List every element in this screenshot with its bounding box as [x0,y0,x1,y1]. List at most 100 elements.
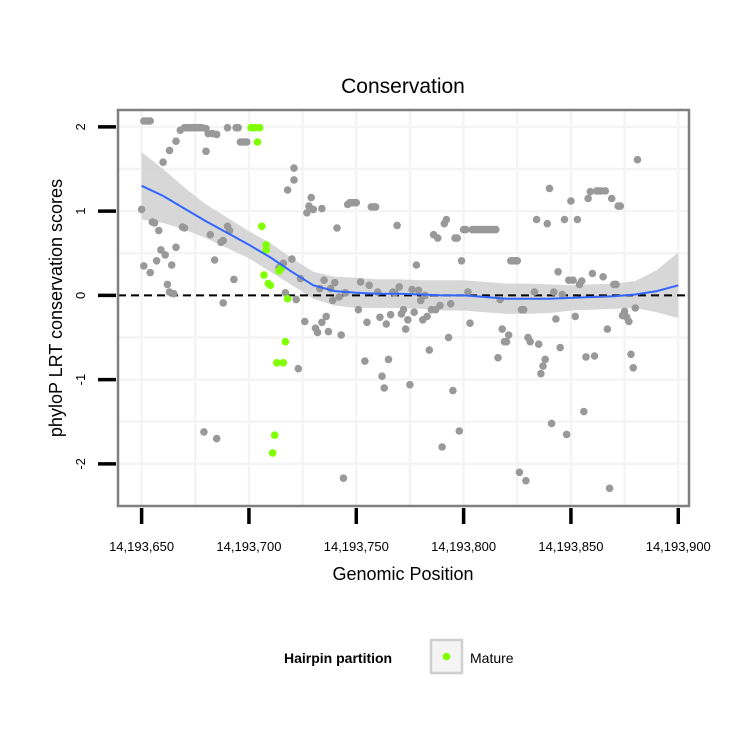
data-point-mature [266,281,275,290]
data-point-other [356,278,365,286]
data-point-other [416,296,425,305]
legend-title: Hairpin partition [284,650,392,666]
data-point-other [152,257,161,265]
data-point-mature [273,359,281,367]
x-tick-label: 14,193,650 [109,539,174,554]
data-point-other [539,362,547,370]
x-tick-label: 14,193,750 [324,539,389,554]
data-point-other [337,331,346,339]
data-point-other [219,299,227,307]
data-point-other [172,243,180,252]
data-point-other [599,273,607,281]
data-point-mature [253,138,262,146]
data-point-other [146,117,154,125]
data-point-other [161,251,169,259]
data-point-other [292,295,301,304]
data-point-other [172,137,180,145]
data-point-mature [281,337,290,346]
data-point-other [582,353,590,361]
data-point-mature [270,431,279,440]
data-point-other [586,187,595,196]
data-point-other [573,215,582,224]
data-point-other [301,317,309,326]
y-axis: -2 -1 0 1 2 [73,123,116,470]
data-point-other [562,430,571,439]
data-point-other [449,386,457,395]
data-point-other [167,261,176,269]
data-point-other [414,286,423,295]
data-point-other [150,219,159,227]
data-point-other [386,310,395,319]
data-point-other [412,261,421,269]
data-point-other [558,290,567,299]
data-point-other [438,443,446,451]
data-point-other [313,328,322,337]
data-point-other [455,427,464,435]
data-point-other [352,198,361,207]
data-point-other [590,352,599,360]
data-point-other [320,276,328,285]
data-point-mature [260,271,268,279]
data-point-other [462,225,470,234]
y-tick-label: -2 [73,458,88,470]
data-point-mature [258,222,266,231]
y-tick-label: 2 [73,123,88,130]
x-tick-label: 14,193,800 [431,539,496,554]
data-point-other [569,276,577,285]
data-point-other [234,123,242,132]
data-point-other [165,146,174,155]
data-point-other [464,288,472,296]
data-point-other [541,355,549,364]
data-point-other [202,147,210,156]
x-axis-title: Genomic Position [332,564,473,584]
data-point-other [532,215,541,224]
confidence-band [141,152,679,319]
chart-title: Conservation [341,75,465,98]
data-point-other [625,317,633,326]
y-tick-label: 1 [73,207,88,214]
data-point-other [322,312,331,321]
data-point-other [571,312,579,321]
data-point-other [395,283,404,291]
data-point-other [556,343,564,352]
y-tick-label: 0 [73,292,88,299]
data-point-other [307,193,316,202]
data-point-other [547,419,556,428]
data-point-other [376,313,384,322]
data-point-other [629,364,637,372]
data-point-other [283,186,292,194]
data-point-other [382,320,391,328]
data-point-other [294,364,303,373]
data-point-other [601,187,610,195]
data-point-other [401,325,410,333]
smooth-line [141,184,679,300]
data-point-other [406,380,414,389]
data-point-other [200,428,208,436]
plot-border [116,108,691,508]
data-point-other [303,209,311,217]
data-point-other [155,226,163,235]
data-point-mature [279,359,288,367]
data-point-other [633,155,642,164]
data-point-other [163,280,172,289]
data-point-other [607,194,616,203]
y-tick-label: -1 [73,374,88,386]
legend-key-mature-dot [442,652,451,661]
plot-border-rect [116,108,691,508]
data-point-other [223,123,232,132]
data-point-other [363,318,371,327]
data-point-other [425,346,434,354]
data-point-other [361,357,369,365]
data-point-other [526,337,534,346]
data-point-other [339,474,348,483]
data-point-other [498,325,507,333]
data-point-other [146,268,154,277]
data-point-other [290,176,298,184]
data-point-other [408,285,416,294]
data-point-other [584,194,592,203]
data-point-other [212,130,221,139]
data-point-other [519,305,528,314]
data-point-other [380,384,389,392]
data-point-other [335,293,343,301]
